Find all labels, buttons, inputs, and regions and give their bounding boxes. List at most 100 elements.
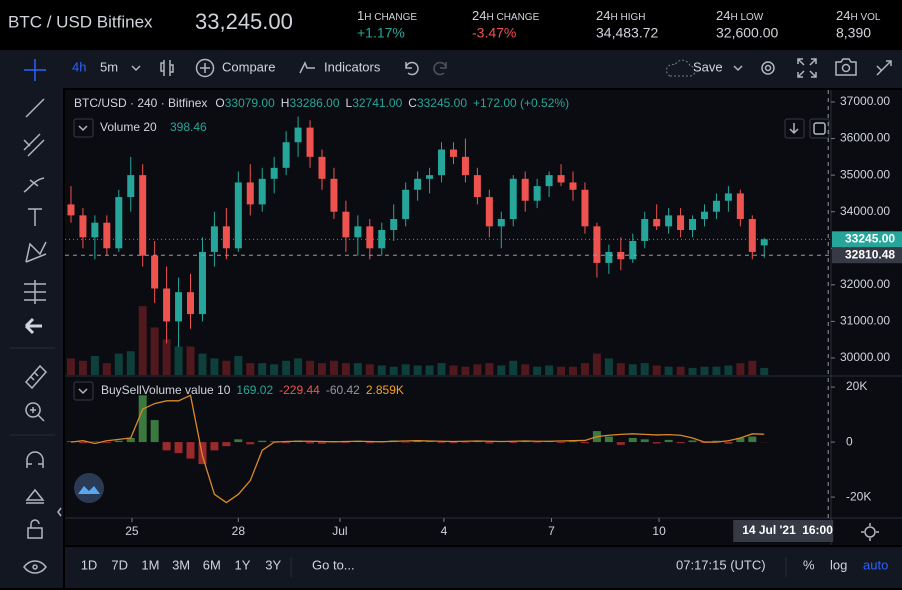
- crosshair-tool[interactable]: [24, 59, 46, 81]
- pane-maximize-button[interactable]: [809, 118, 830, 139]
- indicator-value: 169.02: [236, 383, 273, 397]
- volume-bar: [724, 365, 733, 375]
- volume-bar: [413, 365, 422, 375]
- indicator-legend: BuySellVolume value 10 169.02 -229.44 -60.4…: [101, 383, 404, 397]
- crosshair-time: 16:00: [802, 523, 833, 537]
- visibility-tool[interactable]: [23, 560, 47, 574]
- range-button[interactable]: 3Y: [265, 557, 281, 572]
- snapshot-button[interactable]: [835, 58, 857, 76]
- indicator-bar: [509, 442, 518, 443]
- interval-button[interactable]: 5m: [100, 59, 118, 74]
- redo-button[interactable]: [433, 61, 447, 76]
- compare-icon[interactable]: [200, 63, 210, 73]
- ruler-tool[interactable]: [24, 364, 48, 390]
- candle-body: [605, 251, 613, 263]
- compare-icon[interactable]: [195, 58, 215, 78]
- volume-bar: [569, 366, 578, 375]
- axis-settings-icon: [861, 523, 879, 541]
- interval-dropdown[interactable]: [131, 65, 141, 72]
- candle-body: [139, 175, 147, 256]
- indicator-bar: [186, 442, 195, 459]
- chart-style-button[interactable]: [160, 60, 174, 76]
- candle-body: [509, 178, 517, 220]
- magnet-tool[interactable]: [26, 451, 44, 468]
- volume-bar: [760, 367, 769, 375]
- candle-body: [390, 219, 398, 230]
- indicator-value: 2.859K: [366, 383, 404, 397]
- settings-button[interactable]: [761, 61, 775, 75]
- compare-button[interactable]: Compare: [222, 59, 275, 74]
- line-tool[interactable]: [25, 98, 45, 118]
- indicator-bar: [736, 437, 745, 443]
- text-tool[interactable]: [28, 208, 42, 226]
- y-tick-label: 20K: [846, 379, 867, 393]
- indicator-bar: [748, 436, 757, 443]
- fib-tool[interactable]: [23, 133, 45, 157]
- range-button[interactable]: 1M: [141, 557, 159, 572]
- indicator-toggle[interactable]: [73, 381, 94, 401]
- pattern-tool[interactable]: [25, 241, 47, 263]
- candle-body: [569, 182, 577, 190]
- volume-bar: [449, 365, 458, 375]
- candle-body: [91, 222, 99, 238]
- range-button[interactable]: 1D: [81, 557, 98, 572]
- candle-body: [557, 175, 565, 183]
- indicator-bar: [306, 442, 315, 444]
- clock: 07:17:15 (UTC): [676, 557, 766, 572]
- zoom-tool[interactable]: [25, 402, 45, 422]
- x-tick-label: 7: [548, 524, 555, 538]
- collapse-arrow[interactable]: [57, 507, 62, 517]
- axis-settings[interactable]: [864, 526, 876, 538]
- cloud-icon[interactable]: [665, 59, 696, 77]
- indicator-bar: [258, 440, 267, 443]
- indicators-icon[interactable]: [299, 61, 315, 74]
- indicator-bar: [317, 442, 326, 444]
- pane-maximize-icon: [813, 122, 826, 135]
- goto-button[interactable]: Go to...: [312, 557, 355, 572]
- save-dropdown[interactable]: [733, 65, 743, 72]
- legend-toggle[interactable]: [73, 118, 94, 138]
- indicator-bar: [533, 442, 542, 443]
- indicator-bar: [473, 441, 482, 443]
- indicator-bar: [688, 440, 697, 443]
- range-button[interactable]: 1Y: [235, 557, 251, 572]
- auto-button[interactable]: auto: [863, 557, 888, 572]
- candle-body: [760, 239, 768, 246]
- interval-button[interactable]: 4h: [72, 59, 86, 74]
- pane-down-button[interactable]: [784, 118, 805, 139]
- logo[interactable]: [74, 473, 104, 503]
- fullscreen-button[interactable]: [797, 58, 817, 78]
- range-buttons: 1D 7D 1M 3M 6M 1Y 3Y: [81, 557, 282, 572]
- stat-number: 24: [716, 8, 730, 23]
- candle-body: [151, 255, 159, 289]
- volume-bar: [521, 364, 530, 375]
- prediction-tool[interactable]: [24, 280, 46, 304]
- stat-value: -3.47%: [472, 25, 516, 41]
- stat-name: H CHANGE: [364, 12, 417, 23]
- volume-bar: [150, 327, 159, 375]
- lock-tool[interactable]: [27, 519, 43, 539]
- stats: 1H CHANGE+1.17%24H CHANGE-3.47%24H HIGH3…: [357, 8, 881, 40]
- candle-body: [342, 211, 350, 238]
- undo-button[interactable]: [405, 61, 419, 76]
- volume-bar: [640, 363, 649, 375]
- candle-body: [414, 178, 422, 190]
- save-button[interactable]: Save: [693, 59, 723, 74]
- indicators-button[interactable]: Indicators: [324, 59, 381, 74]
- candle-body: [689, 219, 697, 230]
- volume-bar: [198, 353, 207, 375]
- draw-lock-tool[interactable]: [25, 488, 45, 504]
- indicator-bar: [138, 395, 147, 443]
- log-button[interactable]: log: [830, 557, 847, 572]
- candle-body: [175, 292, 183, 322]
- range-button[interactable]: 7D: [111, 557, 128, 572]
- publish-button[interactable]: [876, 60, 892, 76]
- back-tool[interactable]: [24, 317, 42, 335]
- range-button[interactable]: 3M: [172, 557, 190, 572]
- x-tick-label: 4: [441, 524, 448, 538]
- candle-body: [115, 197, 123, 249]
- percent-button[interactable]: %: [803, 557, 815, 572]
- range-button[interactable]: 6M: [203, 557, 221, 572]
- brush-tool[interactable]: [23, 177, 45, 193]
- candle-body: [748, 219, 756, 252]
